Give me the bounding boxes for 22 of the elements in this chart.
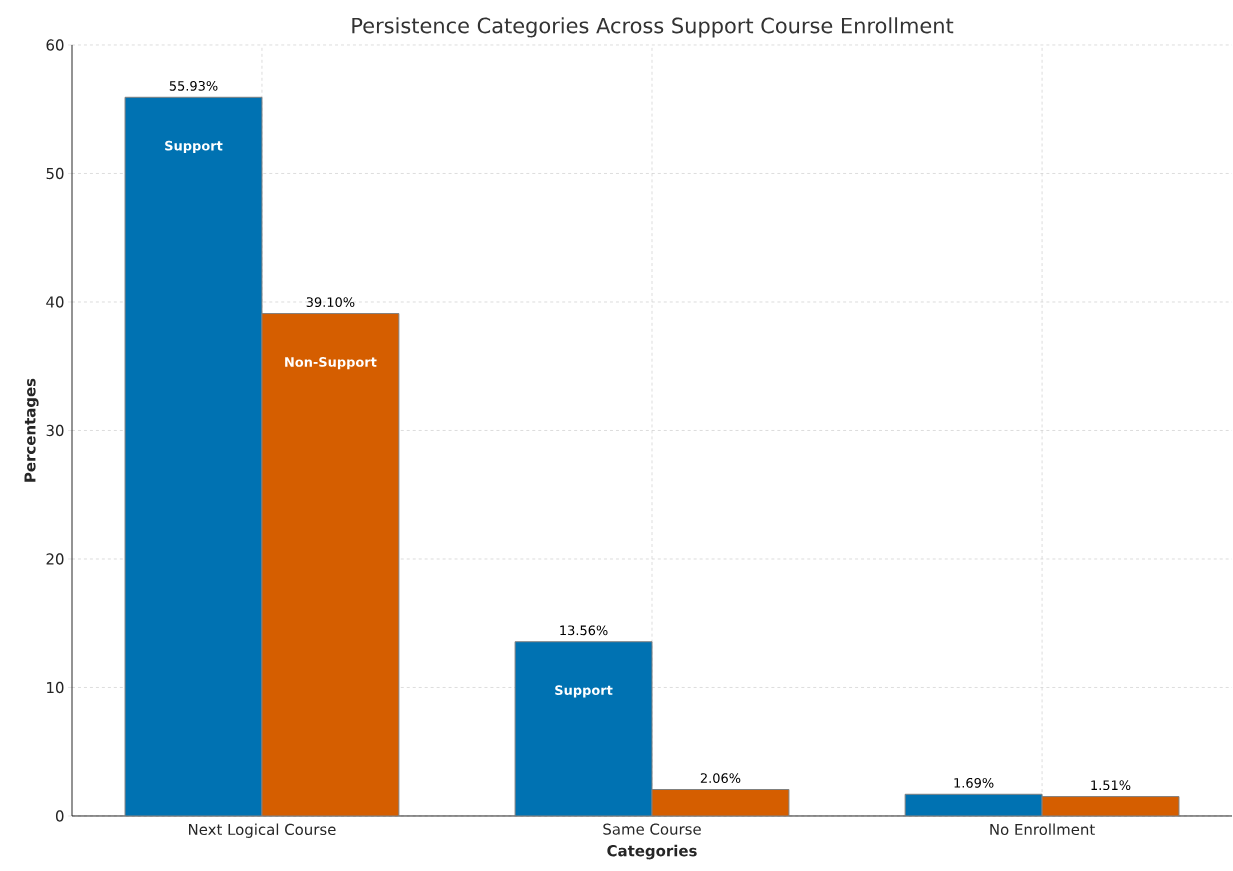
x-axis-title: Categories: [607, 844, 697, 860]
data-label: 39.10%: [306, 297, 355, 308]
y-tick-label: 60: [46, 39, 64, 51]
y-tick-label: 20: [46, 553, 64, 565]
x-tick-label: No Enrollment: [990, 823, 1095, 836]
x-tick-label: Next Logical Course: [189, 823, 336, 838]
annotation: Support: [555, 685, 613, 698]
x-tick-label: Same Course: [603, 823, 701, 835]
chart-title: Persistence Categories Across Support Course Enrollment: [352, 17, 954, 38]
data-label: 1.69%: [954, 777, 994, 788]
y-tick-label: 40: [46, 296, 64, 308]
data-label: 55.93%: [169, 80, 218, 91]
y-tick-label: 50: [46, 167, 64, 180]
series-label: Non-Support: [285, 357, 377, 370]
y-tick-label: 30: [46, 424, 64, 437]
series-label: Support: [165, 140, 223, 154]
data-label: 2.06%: [700, 773, 741, 783]
y-axis-title: Percentages: [24, 378, 39, 482]
y-tick-label: 0: [55, 810, 64, 822]
data-label: 1.51%: [1091, 780, 1131, 791]
y-tick-label: 10: [47, 681, 64, 694]
data-label: 13.56%: [560, 625, 608, 636]
